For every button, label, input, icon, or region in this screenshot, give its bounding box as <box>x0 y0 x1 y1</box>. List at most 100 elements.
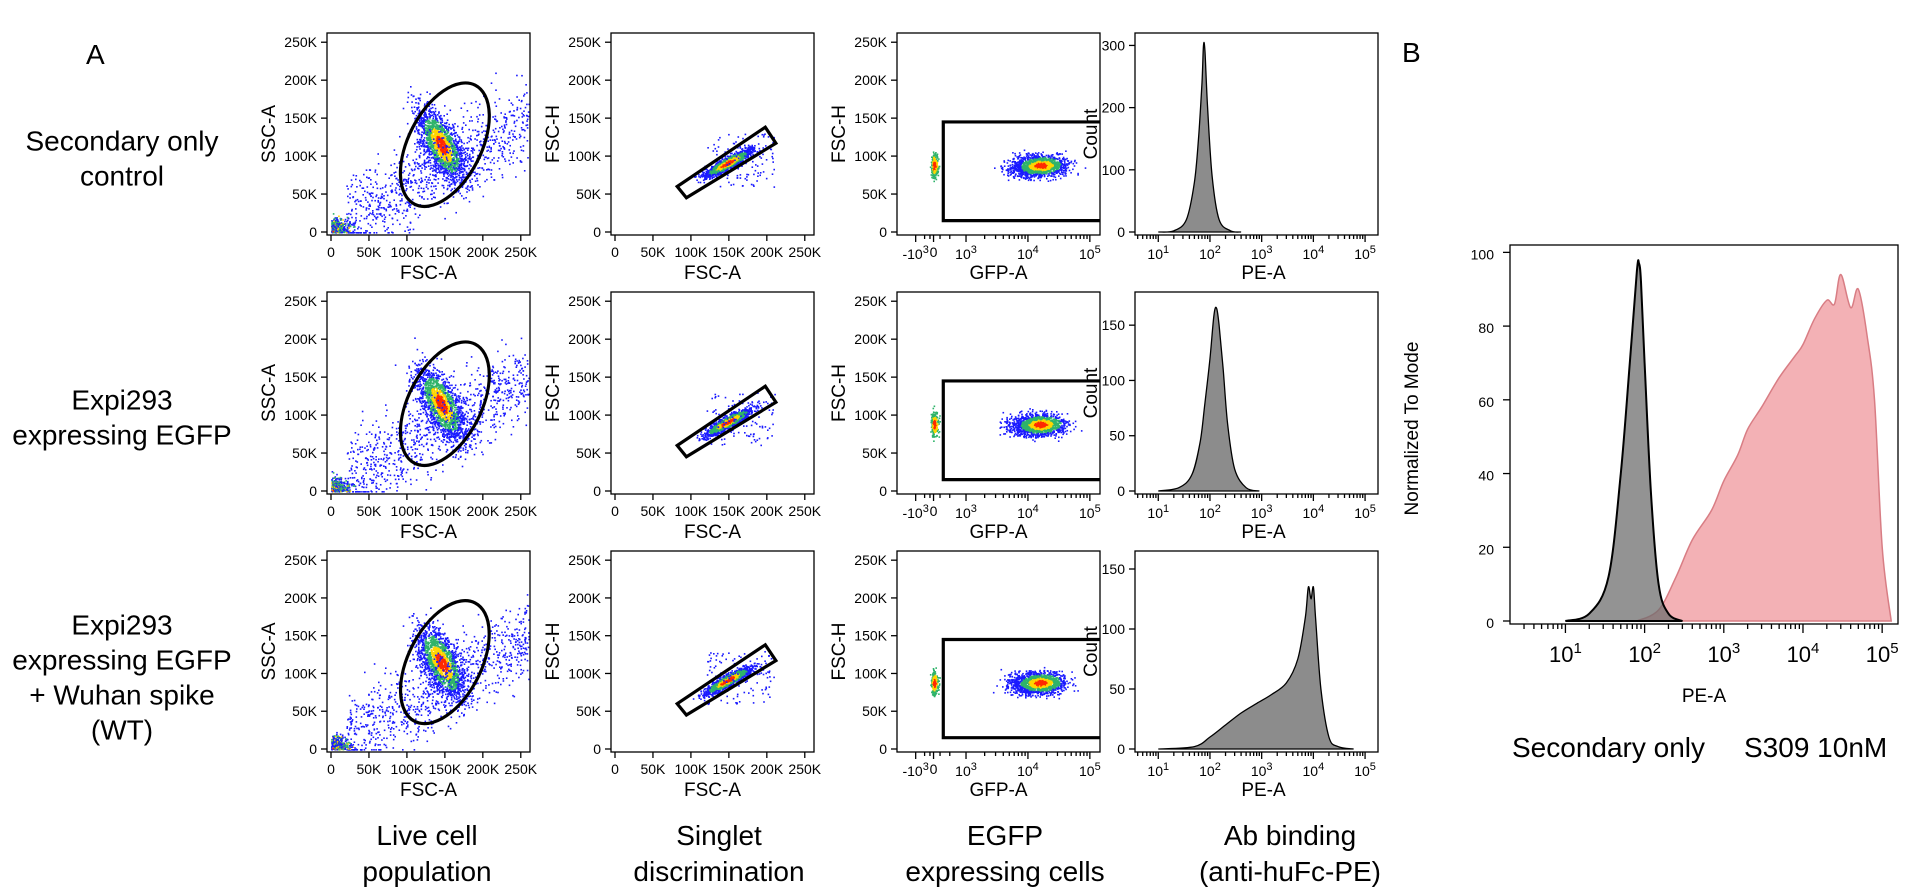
scatter-point <box>501 153 504 155</box>
scatter-point <box>433 119 436 121</box>
scatter-point <box>727 148 729 150</box>
scatter-point <box>435 144 438 147</box>
scatter-point <box>451 179 453 182</box>
scatter-point <box>432 121 434 123</box>
scatter-point <box>749 148 752 151</box>
scatter-point <box>504 142 506 144</box>
scatter-point <box>441 166 443 168</box>
scatter-point <box>457 174 460 176</box>
scatter-point <box>344 220 346 223</box>
scatter-point <box>408 232 411 234</box>
scatter-point <box>428 145 430 148</box>
scatter-point <box>456 148 458 151</box>
scatter-point <box>405 210 408 212</box>
scatter-point <box>447 175 450 177</box>
scatter-point <box>447 202 449 204</box>
scatter-point <box>444 157 446 160</box>
scatter-point <box>407 179 409 181</box>
scatter-point <box>433 113 435 116</box>
scatter-point <box>469 137 471 140</box>
scatter-point <box>482 169 485 171</box>
scatter-point <box>699 176 702 179</box>
scatter-point <box>378 204 381 206</box>
scatter-point <box>377 199 379 202</box>
scatter-point <box>471 187 474 189</box>
scatter-point <box>442 124 445 127</box>
scatter-point <box>426 181 428 183</box>
scatter-point <box>422 190 424 193</box>
scatter-point <box>338 215 340 218</box>
scatter-point <box>452 149 454 151</box>
scatter-point <box>427 139 430 141</box>
scatter-point <box>368 214 370 216</box>
scatter-point <box>762 147 764 149</box>
scatter-point <box>433 154 435 156</box>
scatter-point <box>435 161 438 164</box>
scatter-point <box>332 230 335 233</box>
scatter-point <box>461 128 463 130</box>
scatter-point <box>429 117 431 120</box>
scatter-point <box>735 161 738 164</box>
scatter-point <box>446 135 448 137</box>
scatter-point <box>451 169 454 172</box>
scatter-point <box>449 172 452 174</box>
scatter-point <box>383 208 386 210</box>
scatter-point <box>421 123 423 125</box>
scatter-point <box>479 143 482 146</box>
scatter-point <box>504 127 506 129</box>
scatter-point <box>374 181 377 183</box>
scatter-point <box>418 195 421 197</box>
scatter-point <box>519 135 522 138</box>
scatter-point <box>701 171 704 173</box>
scatter-point <box>416 162 419 164</box>
scatter-point <box>502 145 504 148</box>
scatter-point <box>429 168 432 170</box>
scatter-point <box>435 156 437 159</box>
scatter-point <box>422 140 424 142</box>
scatter-point <box>722 158 724 161</box>
scatter-point <box>377 201 380 203</box>
scatter-point <box>717 146 720 148</box>
scatter-point <box>441 131 444 134</box>
scatter-point <box>383 221 386 223</box>
scatter-point <box>451 138 453 141</box>
scatter-point <box>476 177 478 180</box>
scatter-point <box>428 176 430 179</box>
scatter-point <box>405 179 407 181</box>
scatter-point <box>388 206 391 208</box>
scatter-point <box>421 180 424 183</box>
scatter-point <box>380 212 382 215</box>
row-label-line: expressing EGFP <box>12 645 231 676</box>
scatter-point <box>421 140 423 142</box>
scatter-point <box>346 230 349 233</box>
scatter-point <box>522 128 525 131</box>
y-tick-label: 0 <box>593 224 601 240</box>
scatter-point <box>433 143 435 146</box>
scatter-point <box>420 145 423 148</box>
scatter-point <box>355 217 357 219</box>
scatter-point <box>477 118 480 120</box>
scatter-point <box>443 187 445 189</box>
scatter-point <box>331 220 333 222</box>
scatter-point <box>372 186 374 189</box>
scatter-point <box>351 223 353 226</box>
scatter-point <box>399 200 402 202</box>
scatter-point <box>426 198 429 200</box>
scatter-point <box>482 154 485 157</box>
scatter-point <box>375 232 378 234</box>
scatter-point <box>724 160 726 163</box>
scatter-point <box>336 223 338 225</box>
scatter-point <box>717 168 719 170</box>
scatter-point <box>344 227 346 230</box>
scatter-point <box>449 126 451 129</box>
scatter-point <box>422 122 425 124</box>
scatter-point <box>439 160 442 162</box>
scatter-point <box>370 179 372 181</box>
scatter-point <box>458 175 461 177</box>
scatter-point <box>467 161 469 164</box>
scatter-point <box>497 149 500 152</box>
scatter-point <box>418 156 421 159</box>
scatter-point <box>433 123 435 126</box>
scatter-point <box>436 168 438 170</box>
scatter-point <box>726 177 729 180</box>
